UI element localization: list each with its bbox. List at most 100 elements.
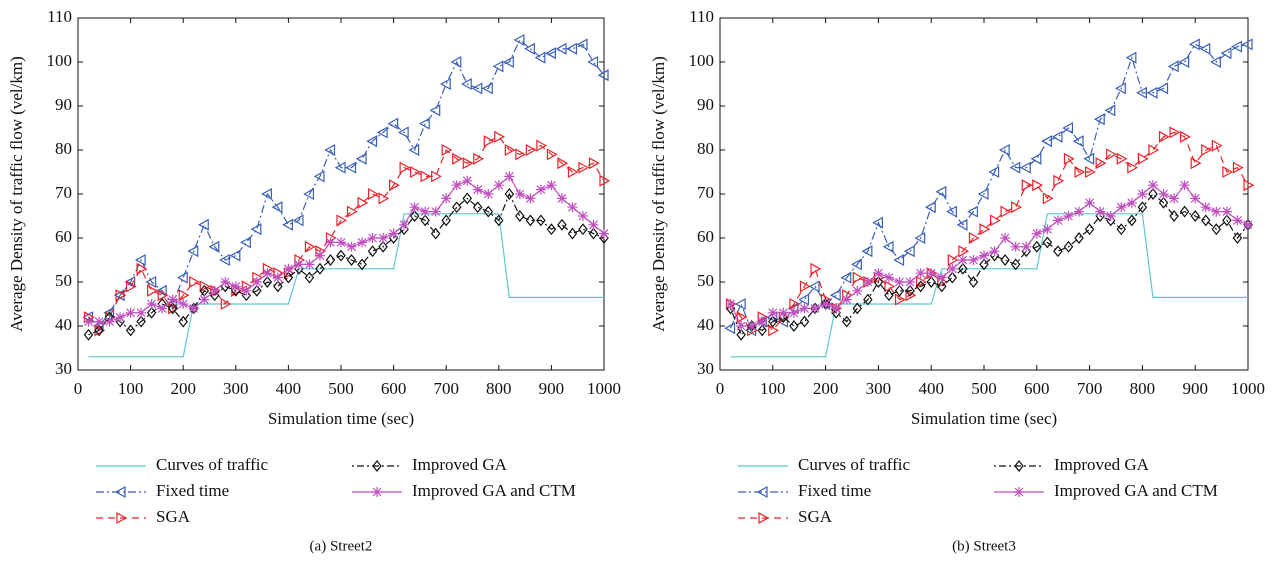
marker xyxy=(777,315,788,328)
marker xyxy=(252,284,262,297)
marker xyxy=(494,214,504,227)
marker xyxy=(1199,42,1211,55)
marker xyxy=(219,253,230,267)
marker xyxy=(1222,165,1234,179)
marker xyxy=(546,148,558,161)
marker xyxy=(557,157,569,170)
marker xyxy=(94,316,105,327)
marker xyxy=(946,205,957,218)
marker xyxy=(998,143,1010,157)
marker xyxy=(336,237,346,248)
y-tick-label: 70 xyxy=(55,183,72,202)
marker xyxy=(1179,180,1190,191)
marker xyxy=(482,82,493,95)
y-tick-label: 30 xyxy=(55,359,72,378)
marker xyxy=(768,315,778,328)
marker xyxy=(873,268,884,279)
marker xyxy=(1116,152,1128,165)
marker xyxy=(1232,161,1244,174)
marker xyxy=(282,218,293,231)
marker xyxy=(345,161,357,174)
marker xyxy=(198,218,209,231)
marker xyxy=(893,253,905,267)
y-tick-label: 60 xyxy=(55,227,72,246)
x-tick-label: 400 xyxy=(276,379,302,398)
marker xyxy=(471,82,483,95)
y-tick-label: 80 xyxy=(697,139,714,158)
series-line xyxy=(730,131,1249,332)
marker xyxy=(431,170,442,183)
marker xyxy=(430,206,441,217)
marker xyxy=(324,143,336,157)
marker xyxy=(1220,47,1232,60)
marker xyxy=(1104,104,1116,117)
marker xyxy=(915,280,926,293)
marker xyxy=(399,161,411,174)
marker xyxy=(1042,192,1054,205)
marker xyxy=(967,205,979,218)
marker xyxy=(1232,232,1243,244)
marker xyxy=(1042,236,1053,249)
marker xyxy=(587,55,599,69)
marker xyxy=(1148,143,1160,157)
marker xyxy=(588,219,599,230)
marker xyxy=(979,223,991,236)
marker xyxy=(1093,113,1105,126)
marker xyxy=(968,231,980,245)
marker xyxy=(450,55,462,69)
marker xyxy=(441,193,452,204)
legend-marker xyxy=(372,487,382,497)
marker xyxy=(314,250,325,261)
marker xyxy=(494,130,506,143)
marker xyxy=(451,201,462,214)
marker xyxy=(968,276,979,288)
marker xyxy=(334,161,346,174)
marker xyxy=(240,236,251,249)
marker xyxy=(778,307,789,318)
marker xyxy=(261,187,272,201)
marker xyxy=(1127,161,1139,174)
marker xyxy=(157,303,168,314)
marker xyxy=(724,322,736,335)
marker xyxy=(545,47,557,60)
marker xyxy=(1211,223,1222,236)
marker xyxy=(503,55,514,69)
marker xyxy=(894,284,905,297)
y-tick-label: 80 xyxy=(55,139,72,158)
marker xyxy=(420,206,431,217)
marker xyxy=(567,165,579,179)
marker xyxy=(515,210,525,222)
marker xyxy=(462,175,473,186)
marker xyxy=(926,276,936,288)
x-tick-label: 700 xyxy=(433,379,459,398)
marker xyxy=(576,38,588,51)
marker xyxy=(272,272,283,283)
marker xyxy=(483,189,494,199)
marker xyxy=(483,135,495,148)
marker xyxy=(789,297,801,311)
legend-label: Fixed time xyxy=(798,481,871,500)
marker xyxy=(1084,223,1095,236)
marker xyxy=(1032,240,1042,253)
marker xyxy=(883,272,894,283)
marker xyxy=(220,277,231,287)
marker xyxy=(588,227,599,240)
marker xyxy=(399,219,410,230)
marker xyxy=(325,237,336,248)
x-axis-label: Simulation time (sec) xyxy=(268,409,414,428)
marker xyxy=(1243,179,1255,192)
legend-marker xyxy=(114,485,126,499)
marker xyxy=(367,187,379,201)
marker xyxy=(1083,152,1095,165)
marker xyxy=(935,185,947,198)
marker xyxy=(947,271,958,284)
marker xyxy=(936,272,947,283)
marker xyxy=(936,280,947,293)
marker xyxy=(578,161,590,174)
marker xyxy=(799,280,811,293)
marker xyxy=(1106,148,1117,161)
marker xyxy=(1169,210,1179,222)
marker xyxy=(1158,130,1170,143)
marker xyxy=(493,180,504,191)
